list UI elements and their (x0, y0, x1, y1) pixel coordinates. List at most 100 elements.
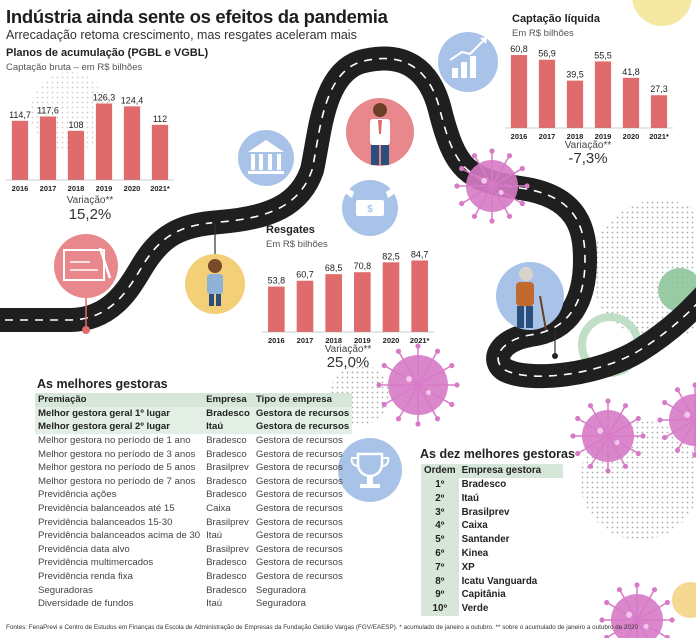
table-cell: Melhor gestora geral 1º lugar (35, 406, 204, 421)
table-cell: Bradesco (206, 571, 247, 583)
businessman-icon (346, 98, 414, 166)
table-cell: 3º (421, 505, 459, 519)
tick-label: 2018 (325, 336, 342, 345)
data-label: 55,5 (594, 50, 612, 60)
virus-icon (570, 398, 646, 474)
table-cell: Gestora de recursos (252, 406, 353, 421)
table-cell: Melhor gestora no período de 3 anos (38, 448, 196, 460)
bar (151, 124, 169, 180)
table-cell: Gestora de recursos (255, 557, 343, 569)
table-cell: Brasilprev (206, 516, 249, 528)
tick-label: 2019 (96, 184, 113, 193)
table-cell: Seguradoras (38, 584, 93, 596)
table-cell: Previdência balanceados 15-30 (38, 516, 173, 528)
table-header-row: Premiação Empresa Tipo de empresa (35, 393, 353, 407)
table-cell: Bradesco (206, 435, 247, 447)
data-label: 82,5 (382, 251, 400, 261)
table-cell: Gestora de recursos (255, 503, 343, 515)
table-cell: Santander (461, 534, 510, 546)
table-row: Melhor gestora no período de 3 anos Brade… (35, 447, 352, 461)
table-title-top10: As dez melhores gestoras (420, 447, 575, 461)
variation-value: 25,0% (326, 354, 370, 371)
column-header: Premiação (35, 393, 204, 407)
virus-icon (454, 148, 530, 224)
column-header: Empresa gestora (458, 464, 563, 478)
bar (67, 130, 85, 180)
variation-label: Variação** (564, 140, 612, 151)
table-header-row: Ordem Empresa gestora (421, 464, 563, 478)
data-label: 41,8 (622, 67, 640, 77)
bar (268, 286, 285, 332)
tick-label: 2016 (12, 184, 29, 193)
data-label: 56,9 (538, 49, 556, 59)
table-cell: Itaú (203, 420, 253, 434)
tick-label: 2019 (595, 132, 612, 141)
table-row: 2º Itaú (421, 491, 563, 506)
variation-value: 15,2% (68, 206, 112, 223)
chart-subtitle-planos: Captação bruta – em R$ bilhões (6, 62, 143, 73)
table-cell: Bradesco (206, 557, 247, 569)
bar (382, 262, 400, 332)
table-row: Previdência renda fixa Bradesco Gestora de… (35, 570, 352, 584)
table-cell: Itaú (461, 492, 479, 504)
table-row: Previdência balanceados até 15 Caixa Gesto… (35, 502, 352, 516)
table-cell: Previdência renda fixa (38, 571, 133, 583)
growth-chart-icon (438, 32, 498, 92)
bar (411, 260, 428, 332)
data-label: 27,3 (650, 84, 668, 94)
bank-icon (238, 130, 294, 186)
bar (650, 95, 668, 128)
table-cell: Gestora de recursos (255, 489, 343, 501)
variation-label: Variação** (324, 344, 372, 355)
bar (354, 272, 371, 332)
data-label: 60,7 (296, 270, 314, 280)
table-row: Melhor gestora no período de 1 ano Brades… (35, 434, 352, 448)
data-label: 124,4 (121, 95, 144, 105)
table-cell: Previdência data alvo (38, 543, 130, 555)
table-row: Melhor gestora no período de 5 anos Brasi… (35, 461, 352, 475)
table-row: Melhor gestora geral 2º lugar Itaú Gestora… (35, 420, 353, 434)
table-cell: Seguradora (255, 584, 307, 596)
data-label: 126,3 (93, 93, 116, 103)
virus-icon (657, 382, 696, 458)
table-row: Seguradoras Bradesco Seguradora (35, 583, 352, 597)
decor-circle (632, 0, 692, 26)
table-row: Previdência multimercados Bradesco Gestora… (35, 556, 352, 570)
table-cell: Melhor gestora geral 2º lugar (35, 420, 204, 434)
road (0, 46, 696, 389)
chart-subtitle-captacao: Em R$ bilhões (512, 28, 574, 39)
table-row: Previdência ações Bradesco Gestora de recu… (35, 488, 352, 502)
source-footnote: Fontes: FenaPrevi e Centro de Estudos em… (6, 624, 639, 631)
table-cell: Verde (461, 603, 489, 615)
table-cell: XP (461, 561, 475, 573)
table-cell: Gestora de recursos (255, 530, 343, 542)
tick-label: 2017 (297, 336, 314, 345)
table-row: Previdência balanceados acima de 30 Itaú G… (35, 529, 352, 543)
page-subtitle: Arrecadação retoma crescimento, mas resg… (6, 28, 357, 42)
bar (566, 80, 584, 128)
table-row: Previdência data alvo Brasilprev Gestora d… (35, 543, 352, 557)
table-cell: Previdência balanceados até 15 (38, 503, 175, 515)
table-cell: 7º (421, 560, 459, 575)
bar (95, 103, 113, 180)
table-row: 3º Brasilprev (421, 505, 563, 519)
table-cell: 6º (421, 546, 459, 561)
table-cell: Bradesco (203, 406, 253, 421)
table-cell: Brasilprev (206, 462, 249, 474)
table-row: 7º XP (421, 560, 563, 575)
bar (39, 116, 57, 180)
svg-text:$: $ (367, 204, 373, 215)
table-row: 10º Verde (421, 601, 563, 616)
table-cell: Gestora de recursos (255, 448, 343, 460)
bar (325, 274, 342, 332)
table-cell: Brasilprev (206, 543, 249, 555)
trophy-icon (338, 438, 402, 502)
data-label: 68,5 (325, 263, 343, 273)
table-row: 1º Bradesco (421, 477, 563, 492)
chart-title-resgates: Resgates (266, 224, 315, 236)
table-row: Melhor gestora geral 1º lugar Bradesco Ges… (35, 406, 353, 421)
page-title: Indústria ainda sente os efeitos da pand… (6, 6, 388, 27)
table-cell: Diversidade de fundos (38, 598, 134, 610)
tick-label: 2017 (539, 132, 556, 141)
